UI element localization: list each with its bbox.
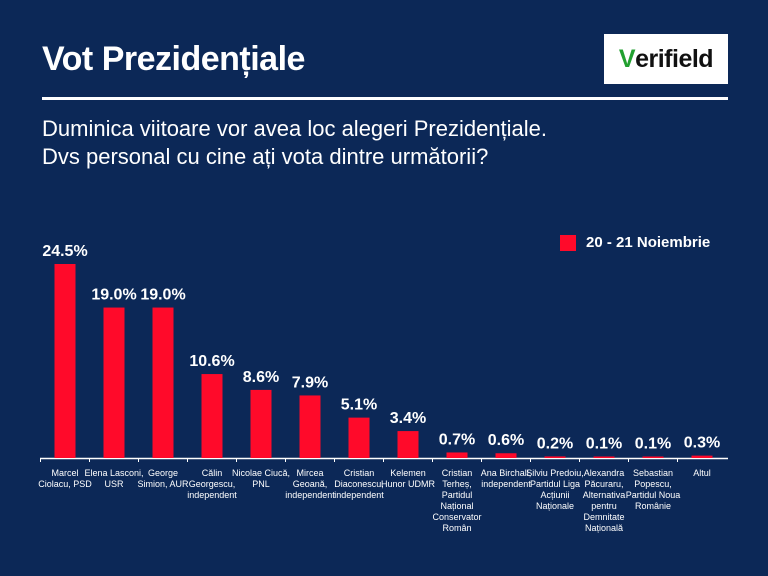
bar [691,455,713,458]
data-label: 3.4% [390,410,426,427]
legend-swatch [560,234,576,251]
data-label: 19.0% [91,287,136,304]
bar [642,456,664,458]
survey-question: Duminica viitoare vor avea loc alegeri P… [42,115,742,171]
category-label: Cristian Diaconescu, independent [334,468,384,500]
data-label: 8.6% [243,369,279,386]
category-label: Altul [693,468,711,478]
bar [544,456,566,458]
category-label: Sebastian Popescu, Partidul Noua Românie [625,468,681,511]
question-line-2: Dvs personal cu cine ați vota dintre urm… [42,144,489,169]
category-label: Elena Lasconi, USR [84,468,144,489]
page-title: Vot Prezidențiale [42,40,305,78]
data-label: 0.3% [684,435,720,452]
category-label: Ana Birchall, independent [480,468,532,489]
bar [397,431,419,458]
data-label: 10.6% [189,353,234,370]
data-label: 0.1% [586,436,622,453]
category-label: Nicolae Ciucă, PNL [231,468,291,489]
data-label: 5.1% [341,397,377,414]
data-label: 0.7% [439,431,475,448]
data-label: 0.6% [488,432,524,449]
data-label: 24.5% [42,243,87,260]
bar [250,389,272,458]
bar [201,374,223,458]
bar [446,452,468,458]
category-label: Silviu Predoiu, Partidul Liga Acțiunii N… [526,468,584,511]
category-label: George Simion, AUR [137,468,189,489]
category-label: Alexandra Păcuraru, Alternativa pentru D… [582,468,626,533]
category-label: Călin Georgescu, independent [187,468,237,500]
data-label: 0.2% [537,435,573,452]
chart-legend: 20 - 21 Noiembrie [560,234,710,251]
category-label: Cristian Terheș, Partidul Național Conse… [432,468,482,533]
category-label: Kelemen Hunor UDMR [380,468,435,489]
data-label: 19.0% [140,287,185,304]
category-label: Mircea Geoană, independent [285,468,335,500]
bar [103,307,125,458]
data-label: 7.9% [292,374,328,391]
bar [299,395,321,458]
bar [593,456,615,458]
category-label: Marcel Ciolacu, PSD [38,468,92,489]
title-divider [42,97,728,100]
question-line-1: Duminica viitoare vor avea loc alegeri P… [42,116,548,141]
data-label: 0.1% [635,436,671,453]
legend-label: 20 - 21 Noiembrie [586,234,711,251]
bar [54,264,76,458]
bar [495,453,517,458]
bar [348,417,370,458]
bar [152,307,174,458]
